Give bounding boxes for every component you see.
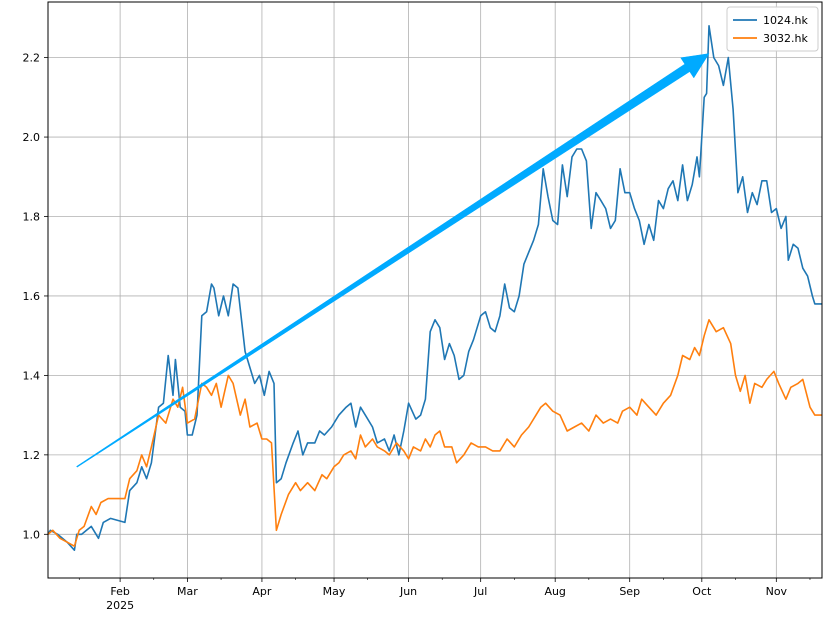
- y-tick-label: 1.6: [23, 290, 41, 303]
- annotation-arrows: [76, 53, 710, 468]
- y-tick-label: 1.4: [23, 369, 41, 382]
- x-tick-label: Sep: [619, 585, 640, 598]
- y-tick-label: 2.0: [23, 131, 41, 144]
- grid-lines: [48, 2, 822, 578]
- legend-label: 3032.hk: [763, 32, 808, 45]
- x-tick-label: Jul: [473, 585, 487, 598]
- y-tick-label: 1.8: [23, 211, 41, 224]
- x-tick-label: May: [323, 585, 346, 598]
- legend-label: 1024.hk: [763, 14, 808, 27]
- x-tick-sublabel: 2025: [106, 599, 134, 612]
- series-line-3032-hk: [47, 318, 822, 548]
- y-axis-ticks: 1.0 1.2 1.4 1.6 1.8 2.0 2.2: [23, 52, 48, 541]
- legend-box: [726, 6, 819, 52]
- plot-frame: [47, 1, 823, 579]
- series-lines: [47, 24, 822, 552]
- x-tick-label: Apr: [252, 585, 272, 598]
- y-tick-label: 1.2: [23, 449, 41, 462]
- x-tick-label: Feb: [110, 585, 129, 598]
- y-tick-label: 1.0: [23, 528, 41, 541]
- x-tick-label: Mar: [177, 585, 198, 598]
- y-tick-label: 2.2: [23, 52, 41, 65]
- x-tick-label: Oct: [692, 585, 712, 598]
- series-line-1024-hk: [47, 24, 822, 552]
- x-tick-label: Jun: [399, 585, 417, 598]
- x-tick-label: Nov: [766, 585, 788, 598]
- legend: 1024.hk 3032.hk: [726, 6, 819, 52]
- trend-arrow: [76, 53, 710, 468]
- x-tick-label: Aug: [544, 585, 565, 598]
